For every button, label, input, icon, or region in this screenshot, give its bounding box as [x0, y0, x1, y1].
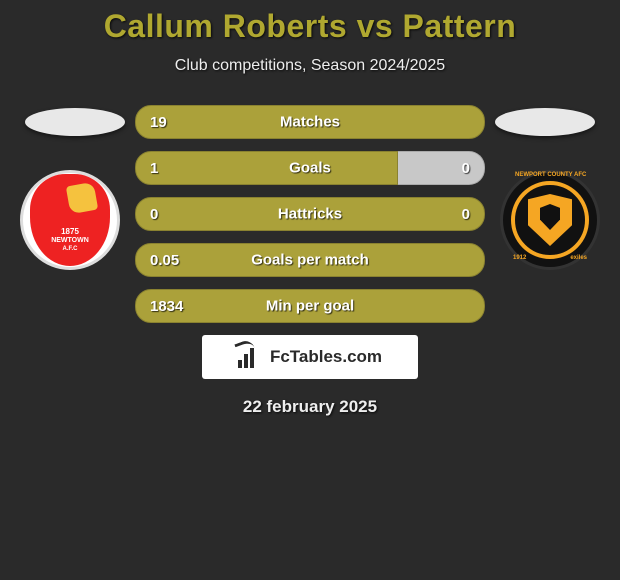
- club-crest-right: NEWPORT COUNTY AFC 1912 exiles: [500, 170, 600, 270]
- stat-bar: 1834 Min per goal: [135, 289, 485, 323]
- crest-left-shield: 1875 NEWTOWN A.F.C: [30, 174, 110, 266]
- logo-text: FcTables.com: [270, 347, 382, 367]
- stat-bar-full: 0 0: [135, 197, 485, 231]
- stat-bar-full: 19: [135, 105, 485, 139]
- stat-bar: 0 0 Hattricks: [135, 197, 485, 231]
- date-text: 22 february 2025: [0, 397, 620, 417]
- crest-left-text: 1875 NEWTOWN A.F.C: [51, 228, 89, 252]
- stat-right-value: 0: [462, 206, 470, 223]
- crest-right-shield: [528, 194, 572, 246]
- stat-bar: 0.05 Goals per match: [135, 243, 485, 277]
- player-placeholder-left: [25, 108, 125, 136]
- stat-left-value: 19: [150, 114, 167, 131]
- stat-bar-full: 1834: [135, 289, 485, 323]
- stat-bar-full: 0.05: [135, 243, 485, 277]
- chart-icon: [238, 346, 264, 368]
- stat-bar: 19 Matches: [135, 105, 485, 139]
- comparison-infographic: Callum Roberts vs Pattern Club competiti…: [0, 0, 620, 417]
- page-title: Callum Roberts vs Pattern: [0, 8, 620, 45]
- crest-right-ring: [511, 181, 589, 259]
- stat-bar-right: 0: [398, 151, 486, 185]
- header-row: 19 Matches: [0, 105, 620, 139]
- stat-left-value: 0: [150, 206, 158, 223]
- stats-block: 1 0 Goals 0 0 Hattricks 0.05 Goals per m…: [135, 151, 485, 323]
- stat-left-value: 1: [150, 160, 158, 177]
- stat-left-value: 1834: [150, 298, 183, 315]
- stat-right-value: 0: [462, 160, 470, 177]
- subtitle: Club competitions, Season 2024/2025: [0, 57, 620, 75]
- stat-left-value: 0.05: [150, 252, 179, 269]
- club-crest-left: 1875 NEWTOWN A.F.C: [20, 170, 120, 270]
- stat-bar: 1 0 Goals: [135, 151, 485, 185]
- source-logo: FcTables.com: [202, 335, 418, 379]
- stat-bar-left: 1: [135, 151, 398, 185]
- player-placeholder-right: [495, 108, 595, 136]
